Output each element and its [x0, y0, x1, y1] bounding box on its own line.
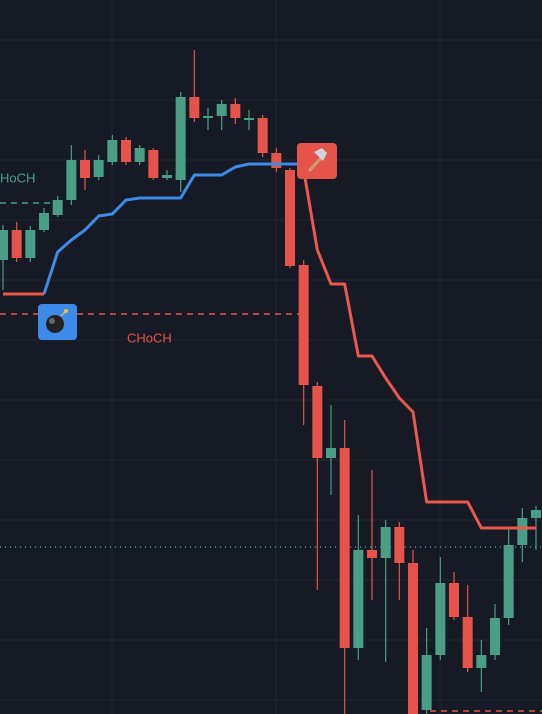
candle-body [244, 118, 254, 120]
candle-body [462, 617, 473, 668]
candle-body [39, 213, 49, 230]
candle-body [80, 160, 90, 178]
bomb-icon [38, 304, 77, 340]
candle-body [476, 655, 487, 668]
candle-body [408, 563, 418, 714]
candle-body [285, 170, 295, 266]
candle-body [312, 386, 323, 458]
candles [0, 50, 541, 714]
candle-body [353, 550, 364, 648]
candle-body [367, 550, 377, 558]
candle-body [503, 545, 514, 618]
candle-body [52, 200, 63, 215]
candle-body [148, 150, 159, 178]
candle-body [394, 527, 405, 563]
candle-body [517, 518, 528, 545]
candle-body [380, 527, 391, 558]
trail-line [3, 169, 536, 530]
trail-line [42, 162, 304, 295]
choch-label: CHoCH [127, 330, 172, 345]
candle-body [162, 175, 172, 178]
candle-body [531, 510, 541, 518]
candle-body [449, 583, 459, 617]
candle-body [298, 265, 309, 385]
candle-body [203, 116, 213, 118]
candle-body [216, 104, 227, 116]
candle-body [271, 153, 282, 168]
candle-body [121, 140, 131, 162]
candle-body [107, 140, 118, 162]
candle-body [134, 148, 145, 162]
candle-body [326, 448, 336, 458]
candle-body [435, 583, 446, 655]
candle-body [189, 97, 200, 118]
candle-body [421, 655, 432, 710]
candle-body [11, 230, 22, 258]
candle-body [25, 230, 36, 258]
candle-body [66, 160, 77, 200]
candle-body [339, 448, 350, 648]
candle-body [175, 97, 186, 180]
candle-body [0, 230, 8, 260]
candle-body [93, 160, 104, 177]
lines [3, 162, 536, 530]
candle-body [230, 104, 241, 118]
hammer-icon [297, 143, 337, 179]
candle-body [257, 118, 268, 153]
candle-body [490, 618, 500, 655]
choch-label: HoCH [0, 170, 35, 185]
